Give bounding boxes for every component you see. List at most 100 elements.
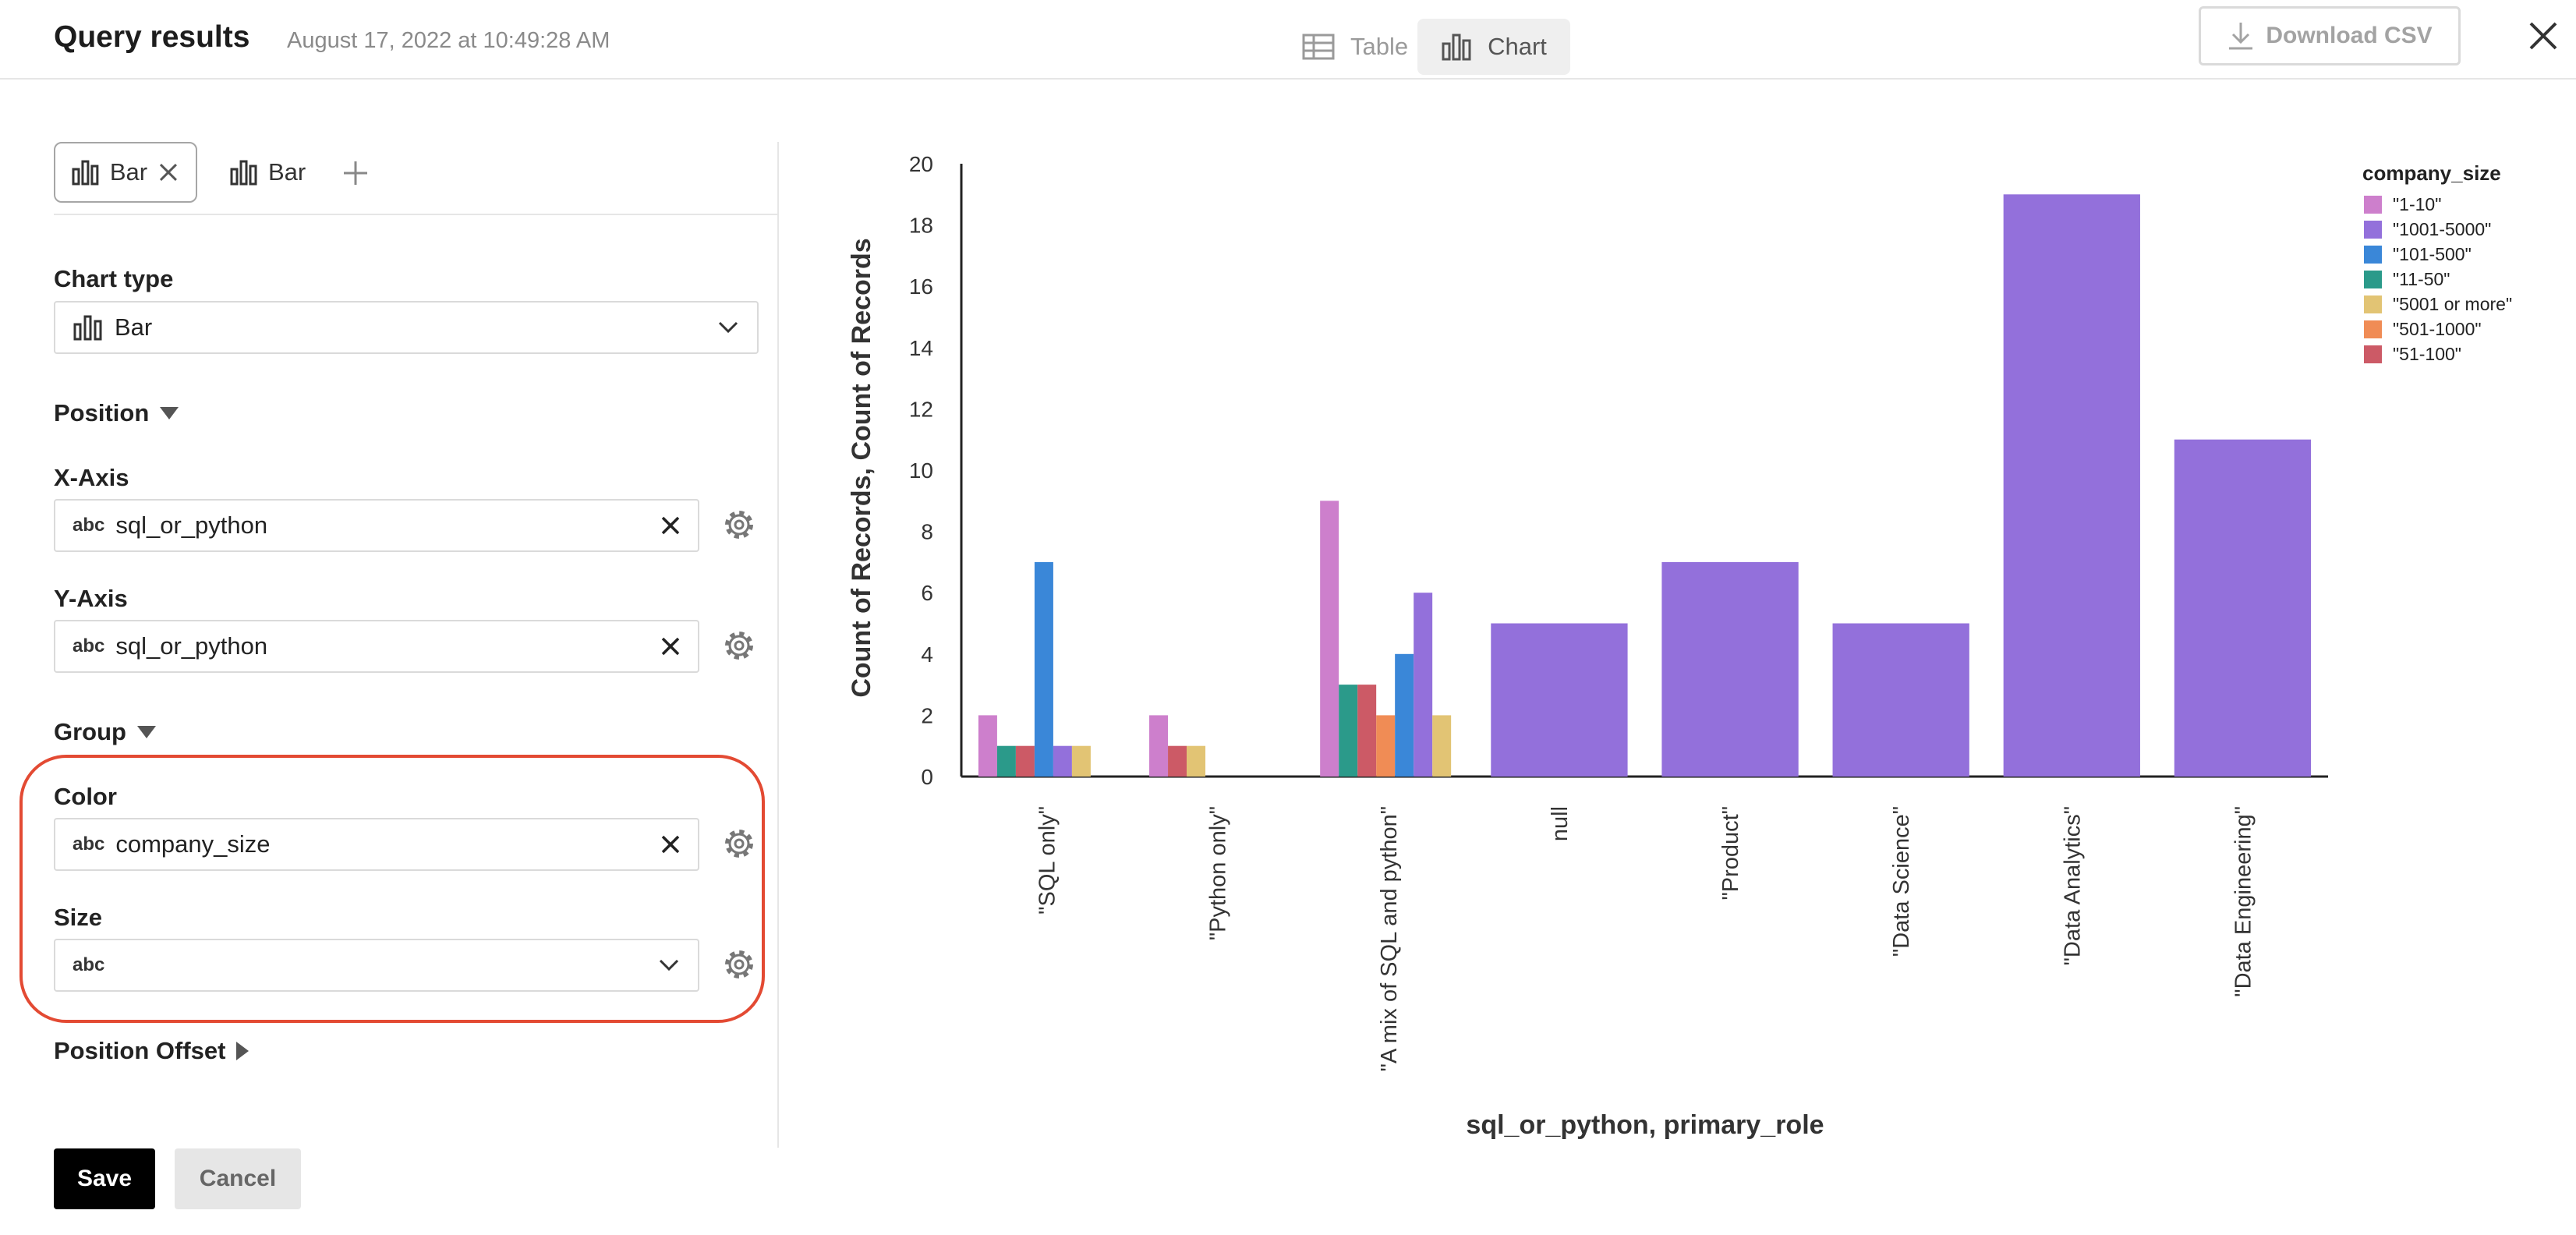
bar <box>1339 685 1358 777</box>
bar <box>1357 685 1377 777</box>
bar <box>1395 653 1414 777</box>
group-label: Group <box>54 718 126 745</box>
y-axis-title: Count of Records, Count of Records <box>847 238 876 697</box>
download-csv-button[interactable]: Download CSV <box>2199 6 2461 65</box>
legend-swatch <box>2364 345 2382 363</box>
position-offset-label: Position Offset <box>54 1037 226 1064</box>
y-tick-label: 18 <box>909 214 933 238</box>
legend-swatch <box>2364 295 2382 313</box>
x-category-label: "Data Science" <box>1889 806 1914 957</box>
y-axis-label: Y-Axis <box>54 585 128 612</box>
caret-right-icon <box>236 1042 249 1060</box>
x-category-label: "Python only" <box>1206 806 1231 940</box>
chart-tab-bar-2[interactable]: Bar <box>229 142 306 203</box>
bar <box>1071 745 1091 777</box>
clear-icon[interactable] <box>660 834 681 855</box>
position-section-toggle[interactable]: Position <box>54 399 180 427</box>
legend-item: "1-10" <box>2364 192 2512 217</box>
bar <box>1320 501 1339 777</box>
legend-item: "101-500" <box>2364 242 2512 267</box>
legend-item: "51-100" <box>2364 341 2512 366</box>
chevron-down-icon <box>659 959 679 971</box>
chart-legend: "1-10" "1001-5000" "101-500" "11-50" "5001 o… <box>2364 192 2512 366</box>
size-select[interactable]: abc <box>54 939 699 992</box>
close-icon[interactable] <box>2520 12 2567 59</box>
chart-tab-label: Bar <box>268 158 306 186</box>
download-csv-label: Download CSV <box>2266 23 2433 48</box>
x-category-label: "Product" <box>1718 806 1743 901</box>
bar <box>1661 561 1799 777</box>
legend-item: "5001 or more" <box>2364 292 2512 317</box>
x-axis-field[interactable]: abc sql_or_python <box>54 499 699 552</box>
tabs-underline <box>54 214 777 215</box>
clear-icon[interactable] <box>660 515 681 536</box>
chart-type-label: Chart type <box>54 265 174 292</box>
bar-chart-icon <box>1442 34 1471 61</box>
legend-label: "11-50" <box>2393 268 2450 289</box>
bar <box>2003 194 2140 777</box>
bar <box>978 715 997 777</box>
chart-type-value: Bar <box>115 313 153 341</box>
y-tick-label: 6 <box>921 581 933 605</box>
bar <box>2174 439 2312 777</box>
y-tick-label: 2 <box>921 703 933 727</box>
bar <box>1187 745 1206 777</box>
y-axis-field[interactable]: abc sql_or_python <box>54 620 699 673</box>
tab-chart[interactable]: Chart <box>1417 19 1570 75</box>
bar <box>1491 623 1628 777</box>
chart-type-select[interactable]: Bar <box>54 301 759 354</box>
group-section-toggle[interactable]: Group <box>54 718 157 746</box>
gear-icon[interactable] <box>722 826 756 861</box>
x-category-label: "Data Analytics" <box>2060 806 2085 965</box>
color-label: Color <box>54 783 117 810</box>
legend-swatch <box>2364 270 2382 288</box>
legend-title: company_size <box>2362 161 2501 185</box>
y-axis-value: sql_or_python <box>115 632 268 660</box>
y-tick-label: 14 <box>909 336 933 360</box>
highlight-annotation <box>19 755 765 1023</box>
x-axis-title: sql_or_python, primary_role <box>1466 1110 1824 1140</box>
cancel-button[interactable]: Cancel <box>175 1148 301 1209</box>
type-badge: abc <box>73 635 105 656</box>
bar <box>1015 745 1035 777</box>
x-category-label: "A mix of SQL and python" <box>1377 806 1402 1071</box>
color-field[interactable]: abc company_size <box>54 818 699 871</box>
bar <box>1149 715 1169 777</box>
bar <box>1414 593 1433 777</box>
y-tick-label: 8 <box>921 520 933 544</box>
chart-tab-bar-1[interactable]: Bar <box>54 142 197 203</box>
bar-chart-icon <box>72 160 99 186</box>
legend-swatch <box>2364 320 2382 338</box>
legend-label: "501-1000" <box>2393 318 2482 339</box>
save-button[interactable]: Save <box>54 1148 155 1209</box>
x-category-label: null <box>1548 806 1573 841</box>
bar <box>1376 715 1396 777</box>
query-timestamp: August 17, 2022 at 10:49:28 AM <box>287 28 610 53</box>
y-tick-label: 12 <box>909 397 933 421</box>
y-tick-label: 4 <box>921 642 933 667</box>
close-tab-icon[interactable] <box>157 161 180 184</box>
legend-swatch <box>2364 220 2382 239</box>
gear-icon[interactable] <box>722 947 756 982</box>
tab-table[interactable]: Table <box>1286 19 1424 75</box>
type-badge: abc <box>73 833 105 855</box>
caret-down-icon <box>160 407 179 419</box>
gear-icon[interactable] <box>722 628 756 663</box>
legend-label: "51-100" <box>2393 343 2461 364</box>
x-axis-value: sql_or_python <box>115 511 268 539</box>
gear-icon[interactable] <box>722 508 756 542</box>
legend-item: "1001-5000" <box>2364 217 2512 242</box>
x-category-label: "SQL only" <box>1035 806 1060 915</box>
x-category-label: "Data Engineering" <box>2231 806 2256 997</box>
bar <box>1053 745 1072 777</box>
position-offset-toggle[interactable]: Position Offset <box>54 1037 250 1065</box>
bar <box>1034 561 1053 777</box>
chevron-down-icon <box>718 321 738 334</box>
add-chart-icon[interactable] <box>341 159 370 187</box>
clear-icon[interactable] <box>660 636 681 656</box>
panel-divider <box>777 142 779 1148</box>
table-icon <box>1302 34 1335 60</box>
bar-chart-icon <box>73 315 102 341</box>
y-tick-label: 20 <box>909 152 933 176</box>
tab-chart-label: Chart <box>1488 33 1547 60</box>
